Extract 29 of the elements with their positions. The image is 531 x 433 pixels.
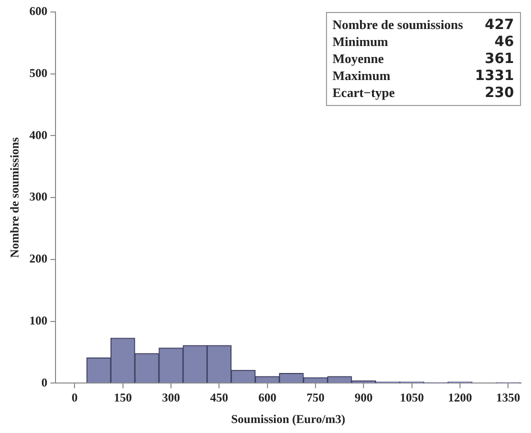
- y-axis-title: Nombre de soumissions: [7, 137, 22, 258]
- y-tick-label: 100: [29, 313, 48, 328]
- x-tick-label: 900: [354, 390, 373, 404]
- annotation: 427: [484, 17, 514, 33]
- annotation: Maximum: [332, 68, 392, 84]
- annotation: Nombre de soumissions: [332, 17, 464, 33]
- y-tick-label: 300: [29, 190, 48, 204]
- y-tick-label: 500: [29, 66, 48, 80]
- x-axis-title: Soumission (Euro/m3): [231, 412, 346, 426]
- x-tick-label: 450: [210, 390, 228, 404]
- annotation: Ecart−type: [332, 85, 396, 101]
- y-tick-label: 400: [29, 128, 48, 142]
- annotation: 46: [494, 34, 514, 50]
- x-tick-label: 1050: [400, 390, 424, 404]
- x-tick-label: 150: [114, 390, 132, 404]
- x-tick-label: 300: [162, 390, 180, 404]
- x-tick-label: 750: [306, 390, 324, 404]
- annotation: 230: [484, 85, 514, 101]
- x-tick-label: 600: [258, 390, 276, 404]
- annotation: Minimum: [332, 34, 390, 50]
- y-tick-label: 200: [29, 252, 48, 266]
- y-tick-label: 600: [29, 4, 48, 18]
- annotation: 361: [484, 51, 514, 67]
- x-tick-label: 0: [72, 390, 78, 404]
- annotation: Moyenne: [332, 51, 385, 67]
- x-tick-label: 1200: [448, 390, 472, 404]
- y-tick-label: 0: [41, 375, 48, 390]
- x-tick-label: 1350: [496, 390, 520, 404]
- annotation: 1331: [475, 68, 514, 84]
